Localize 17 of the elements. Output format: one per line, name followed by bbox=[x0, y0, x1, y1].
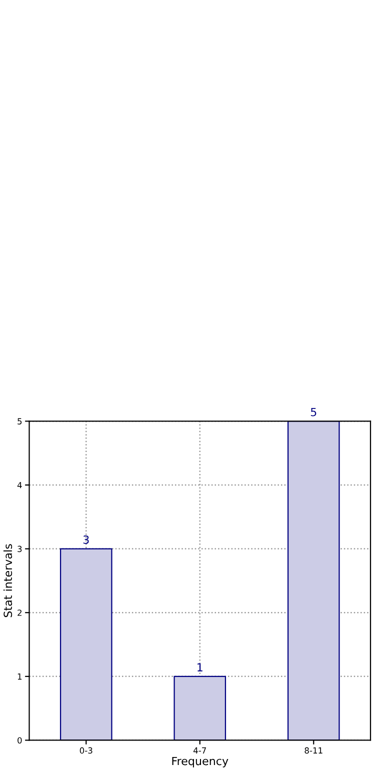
y-tick-label: 2 bbox=[18, 610, 22, 616]
bar bbox=[60, 548, 112, 740]
bar bbox=[174, 676, 226, 740]
x-tick-label: 0-3 bbox=[80, 747, 92, 754]
x-tick-label: 4-7 bbox=[193, 747, 206, 754]
x-tick-label: 8-11 bbox=[304, 747, 322, 754]
y-axis-title: Stat intervals bbox=[3, 544, 12, 618]
data-label: 1 bbox=[198, 663, 202, 672]
y-tick-label: 3 bbox=[18, 546, 22, 552]
y-tick-label: 1 bbox=[18, 674, 22, 680]
bar bbox=[287, 421, 340, 740]
data-label: 3 bbox=[83, 535, 89, 544]
y-tick-label: 5 bbox=[18, 418, 22, 424]
y-tick-label: 4 bbox=[17, 482, 22, 488]
x-axis-title: Frequency bbox=[172, 756, 228, 768]
data-label: 5 bbox=[310, 408, 316, 416]
y-tick-label: 0 bbox=[18, 737, 22, 744]
